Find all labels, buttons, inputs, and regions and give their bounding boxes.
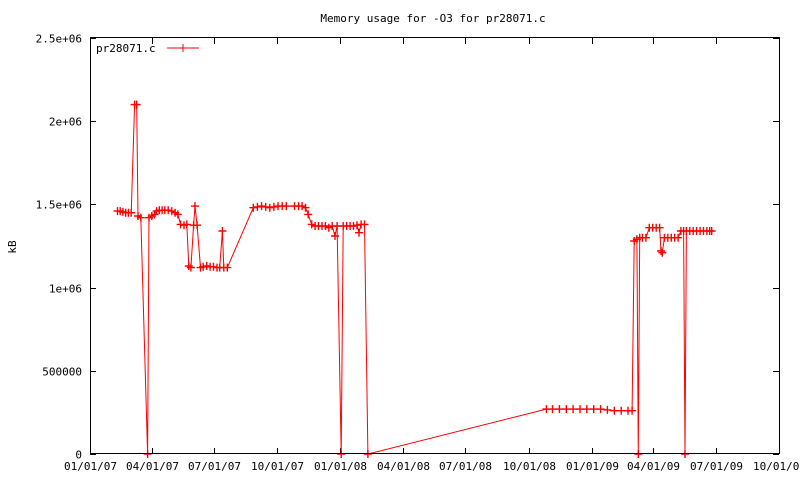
- data-point-marker: [657, 247, 665, 255]
- x-tick-label: 07/01/07: [188, 460, 241, 473]
- data-point-marker: [610, 406, 619, 415]
- x-tick-label: 01/01/07: [64, 460, 117, 473]
- data-point-marker: [269, 202, 278, 211]
- legend: pr28071.c: [96, 42, 199, 55]
- data-point-marker: [331, 232, 339, 240]
- legend-label-pr28071: pr28071.c: [96, 42, 156, 55]
- y-tick-label: 2e+06: [49, 116, 82, 129]
- data-point-marker: [589, 405, 598, 414]
- legend-marker-sample: [179, 44, 187, 52]
- data-point-marker: [193, 221, 202, 230]
- series-layer: [113, 100, 716, 458]
- x-tick-label: 10/01/09: [753, 460, 800, 473]
- x-tick-label: 01/01/09: [566, 460, 619, 473]
- data-point-marker: [655, 223, 664, 232]
- data-point-marker: [249, 203, 258, 212]
- y-tick-label: 500000: [42, 366, 82, 379]
- data-point-marker: [202, 262, 211, 270]
- y-axis: 0 500000 1e+06 1.5e+06 2e+06 2.5e+06: [36, 33, 779, 462]
- data-point-marker: [173, 210, 182, 219]
- data-point-marker: [355, 228, 363, 237]
- series-line-pr28071: [117, 104, 712, 455]
- data-point-marker: [628, 406, 637, 415]
- y-tick-label: 0: [75, 449, 82, 462]
- data-point-marker: [218, 227, 227, 235]
- data-point-marker: [253, 202, 262, 211]
- data-point-marker: [596, 405, 605, 414]
- y-tick-label: 1.5e+06: [36, 199, 82, 212]
- data-point-marker: [223, 263, 232, 272]
- plot-frame: [90, 37, 780, 454]
- data-point-marker: [321, 222, 330, 230]
- data-point-marker: [167, 207, 176, 216]
- data-point-marker: [548, 405, 557, 414]
- data-point-marker: [186, 263, 195, 272]
- y-tick-label: 1e+06: [49, 283, 82, 296]
- chart-title: Memory usage for -O3 for pr28071.c: [320, 12, 545, 25]
- data-point-marker: [582, 405, 591, 414]
- data-point-marker: [360, 220, 369, 229]
- y-axis-label: kB: [6, 240, 19, 254]
- data-point-marker: [674, 233, 683, 242]
- data-point-marker: [261, 202, 270, 211]
- data-point-marker: [617, 406, 626, 415]
- data-point-marker: [641, 233, 650, 242]
- x-tick-label: 10/01/07: [251, 460, 304, 473]
- x-tick-label: 04/01/09: [627, 460, 680, 473]
- data-point-marker: [199, 262, 208, 271]
- x-tick-label: 07/01/08: [439, 460, 492, 473]
- x-axis: 01/01/07 04/01/07 07/01/07 10/01/07 01/01/08…: [64, 38, 800, 473]
- data-point-marker: [132, 100, 141, 109]
- x-tick-label: 10/01/08: [503, 460, 556, 473]
- data-point-marker: [562, 405, 571, 414]
- data-point-marker: [127, 208, 136, 217]
- data-point-marker: [209, 262, 218, 271]
- data-point-marker: [349, 222, 358, 230]
- data-point-marker: [569, 405, 578, 414]
- data-point-marker: [555, 405, 564, 414]
- data-point-marker: [282, 202, 291, 211]
- x-tick-label: 04/01/08: [377, 460, 430, 473]
- y-tick-label: 2.5e+06: [36, 33, 82, 46]
- data-point-marker: [324, 223, 333, 232]
- x-tick-label: 04/01/07: [126, 460, 179, 473]
- x-tick-label: 07/01/09: [690, 460, 743, 473]
- data-point-marker: [576, 405, 584, 414]
- data-point-marker: [707, 227, 716, 235]
- data-point-marker: [301, 203, 310, 212]
- data-point-marker: [191, 202, 199, 211]
- data-point-marker: [304, 210, 313, 219]
- data-point-marker: [307, 220, 316, 229]
- data-point-marker: [353, 221, 361, 230]
- data-point-marker: [257, 202, 266, 211]
- data-point-marker: [298, 202, 307, 211]
- data-point-marker: [136, 213, 145, 222]
- data-point-marker: [603, 405, 612, 414]
- data-point-marker: [265, 203, 274, 212]
- data-point-marker: [658, 248, 667, 257]
- data-point-marker: [182, 220, 191, 229]
- x-tick-label: 01/01/08: [314, 460, 367, 473]
- data-point-marker: [164, 206, 173, 215]
